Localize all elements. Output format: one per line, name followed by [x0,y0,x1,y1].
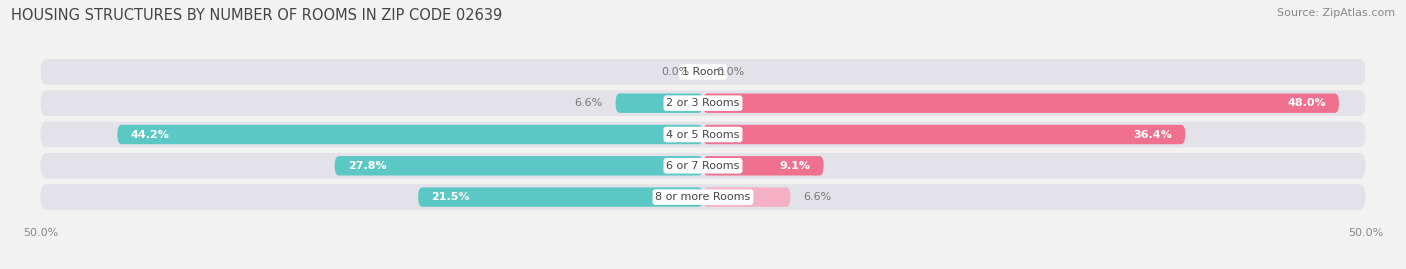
Text: 4 or 5 Rooms: 4 or 5 Rooms [666,129,740,140]
Text: 48.0%: 48.0% [1286,98,1326,108]
FancyBboxPatch shape [335,156,703,175]
FancyBboxPatch shape [703,187,790,207]
FancyBboxPatch shape [703,125,1185,144]
FancyBboxPatch shape [41,122,1365,147]
Text: 2 or 3 Rooms: 2 or 3 Rooms [666,98,740,108]
Text: 6.6%: 6.6% [574,98,602,108]
FancyBboxPatch shape [616,94,703,113]
Text: 1 Room: 1 Room [682,67,724,77]
FancyBboxPatch shape [41,90,1365,116]
FancyBboxPatch shape [41,184,1365,210]
FancyBboxPatch shape [703,156,824,175]
Text: 27.8%: 27.8% [347,161,387,171]
FancyBboxPatch shape [117,125,703,144]
Text: 6 or 7 Rooms: 6 or 7 Rooms [666,161,740,171]
FancyBboxPatch shape [41,59,1365,85]
Text: 8 or more Rooms: 8 or more Rooms [655,192,751,202]
FancyBboxPatch shape [41,153,1365,179]
Text: Source: ZipAtlas.com: Source: ZipAtlas.com [1277,8,1395,18]
Text: 6.6%: 6.6% [804,192,832,202]
Text: 36.4%: 36.4% [1133,129,1173,140]
Text: 0.0%: 0.0% [661,67,690,77]
Text: 9.1%: 9.1% [779,161,810,171]
FancyBboxPatch shape [703,94,1339,113]
Text: 44.2%: 44.2% [131,129,170,140]
Text: 21.5%: 21.5% [432,192,470,202]
Text: HOUSING STRUCTURES BY NUMBER OF ROOMS IN ZIP CODE 02639: HOUSING STRUCTURES BY NUMBER OF ROOMS IN… [11,8,502,23]
FancyBboxPatch shape [418,187,703,207]
Text: 0.0%: 0.0% [716,67,745,77]
